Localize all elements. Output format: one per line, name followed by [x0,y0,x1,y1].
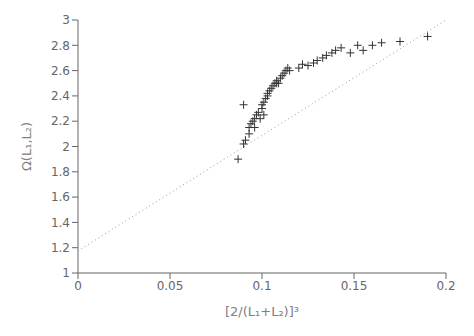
svg-text:0.15: 0.15 [341,279,368,293]
svg-text:1.2: 1.2 [51,241,70,255]
svg-text:0.1: 0.1 [252,279,271,293]
svg-text:2.8: 2.8 [51,39,70,53]
svg-text:1.6: 1.6 [51,190,70,204]
svg-text:1.8: 1.8 [51,165,70,179]
svg-text:2.2: 2.2 [51,114,70,128]
svg-text:0.2: 0.2 [436,279,455,293]
svg-text:2.4: 2.4 [51,89,70,103]
svg-text:2.6: 2.6 [51,64,70,78]
svg-text:1.4: 1.4 [51,216,70,230]
svg-text:[2/(L₁+L₂)]³: [2/(L₁+L₂)]³ [225,304,299,319]
svg-text:3: 3 [62,13,70,27]
svg-text:0.05: 0.05 [157,279,184,293]
svg-text:Ω(L₁,L₂): Ω(L₁,L₂) [19,122,34,171]
svg-text:0: 0 [74,279,82,293]
svg-text:2: 2 [62,140,70,154]
svg-text:1: 1 [62,266,70,280]
